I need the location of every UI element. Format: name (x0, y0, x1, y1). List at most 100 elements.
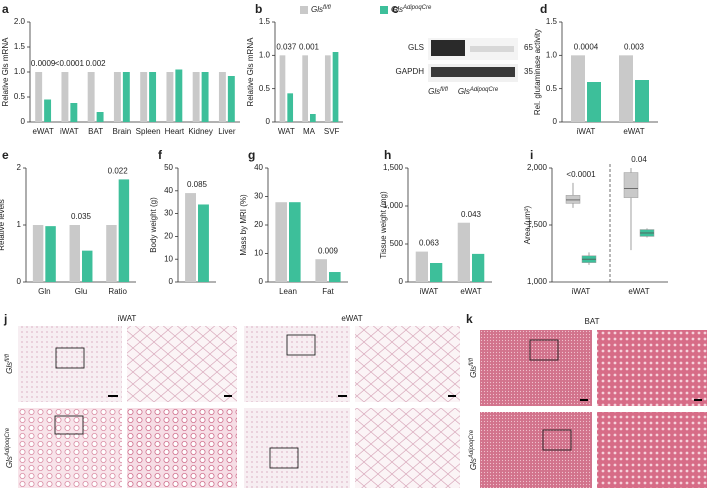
y-tick-label: 0 (553, 117, 558, 126)
panel-letter: h (384, 148, 391, 162)
panel-letter: f (158, 148, 163, 162)
bar (87, 72, 95, 122)
x-tick-label: Heart (165, 127, 185, 136)
bar (635, 80, 649, 122)
p-value: 0.085 (187, 180, 208, 189)
y-axis-label: Body weight (g) (149, 197, 158, 253)
bar (289, 202, 301, 282)
column-title: BAT (585, 317, 600, 326)
y-tick-label: 1.0 (259, 50, 271, 59)
x-tick-label: BAT (88, 127, 103, 136)
panel-letter: d (540, 2, 547, 16)
row-label-base: Gls (5, 362, 14, 374)
bar (166, 72, 174, 122)
x-tick-label: Gln (38, 287, 50, 296)
y-axis-label: Tissue weight (mg) (379, 191, 388, 259)
row-label: Glsfl/fl (469, 358, 479, 378)
bar (472, 253, 485, 282)
x-tick-label: Spleen (136, 127, 161, 136)
bar (35, 72, 43, 122)
bar (113, 72, 121, 122)
x-tick-label: eWAT (628, 287, 649, 296)
bar (587, 82, 601, 122)
row-label: Glsfl/fl (5, 354, 15, 374)
legend-label-sup: AdipoqCre (402, 5, 432, 11)
row-label-sup: AdipoqCre (469, 429, 475, 459)
y-tick-label: 40 (254, 163, 263, 172)
x-tick-label: Brain (113, 127, 132, 136)
bar (44, 99, 52, 122)
box (565, 195, 581, 204)
bar (201, 72, 209, 122)
x-tick-label: SVF (324, 127, 340, 136)
x-tick-label: eWAT (460, 287, 481, 296)
blot-group-base: Gls (428, 87, 440, 96)
p-value: <0.0001 (55, 59, 85, 68)
bar (45, 226, 56, 282)
bar (457, 222, 470, 282)
x-tick-label: eWAT (32, 127, 53, 136)
p-value: 0.0004 (574, 42, 599, 51)
p-value: 0.035 (71, 212, 92, 221)
y-tick-label: 10 (254, 249, 263, 258)
y-tick-label: 10 (164, 254, 173, 263)
row-label: GlsAdipoqCre (5, 427, 15, 468)
row-label: GlsAdipoqCre (469, 429, 479, 470)
legend-label: Glsfl/fl (311, 5, 331, 15)
y-tick-label: 1.0 (14, 67, 26, 76)
panel-letter: k (466, 312, 473, 326)
y-tick-label: 1.5 (259, 17, 271, 26)
panel-letter: i (530, 148, 533, 162)
panel-letter: b (255, 2, 262, 16)
y-tick-label: 2 (17, 163, 22, 172)
legend-label-sup: fl/fl (323, 5, 331, 11)
row-label-sup: fl/fl (5, 354, 11, 362)
y-tick-label: 20 (254, 220, 263, 229)
blot-group-base: Gls (458, 87, 470, 96)
x-tick-label: Lean (279, 287, 297, 296)
bar (310, 114, 316, 122)
p-value: 0.003 (624, 42, 645, 51)
y-tick-label: 2,000 (527, 163, 548, 172)
panel-letter: c (392, 2, 399, 16)
x-tick-label: iWAT (60, 127, 79, 136)
column-title: eWAT (341, 314, 362, 323)
bar (302, 55, 308, 123)
y-tick-label: 0.5 (259, 84, 271, 93)
row-label-base: Gls (469, 366, 478, 378)
bar (70, 103, 78, 122)
bar (571, 55, 585, 123)
y-tick-label: 500 (390, 239, 404, 248)
row-label-base: Gls (469, 458, 478, 470)
y-tick-label: 20 (164, 232, 173, 241)
legend-label-base: Gls (311, 5, 323, 14)
bar (140, 72, 148, 122)
blot-row-label: GAPDH (396, 67, 425, 76)
bar (32, 225, 44, 282)
x-tick-label: Fat (322, 287, 334, 296)
histology-images (18, 326, 707, 488)
x-tick-label: Glu (75, 287, 87, 296)
x-tick-label: iWAT (577, 127, 596, 136)
p-value: <0.0001 (566, 170, 596, 179)
y-tick-label: 0 (21, 117, 26, 126)
y-tick-label: 1,000 (383, 201, 404, 210)
bar (619, 55, 633, 123)
blot-group: Glsfl/fl (428, 87, 448, 97)
row-label-sup: AdipoqCre (5, 427, 11, 457)
x-tick-label: iWAT (420, 287, 439, 296)
bar (185, 193, 196, 282)
bar (118, 179, 130, 282)
bar (149, 72, 157, 122)
bar (175, 69, 183, 122)
bar (430, 263, 443, 282)
row-label-base: Gls (5, 456, 14, 468)
y-tick-label: 1,500 (527, 220, 548, 229)
bar (122, 72, 130, 122)
bar (315, 259, 327, 282)
bar (218, 72, 226, 122)
x-tick-label: WAT (278, 127, 295, 136)
panel-letter: g (248, 148, 255, 162)
p-value: 0.009 (318, 246, 339, 255)
